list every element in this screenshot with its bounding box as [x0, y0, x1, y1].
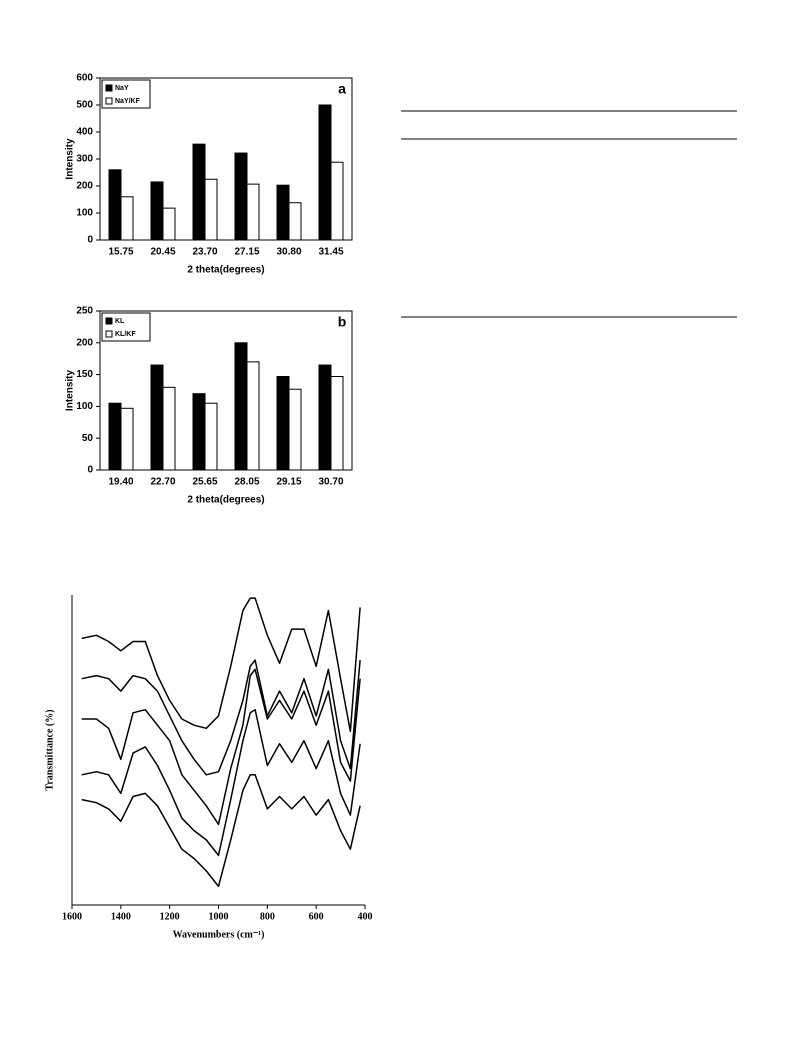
bar — [120, 407, 134, 471]
x-tick-label: 1000 — [209, 911, 229, 922]
x-tick-label: 1600 — [62, 911, 82, 922]
spectrum-line — [81, 668, 361, 826]
legend-swatch — [105, 97, 113, 105]
x-tick-label: 29.15 — [276, 477, 301, 488]
y-tick-label: 600 — [76, 73, 93, 84]
x-tick-label: 800 — [260, 911, 275, 922]
y-tick-label: 250 — [76, 306, 93, 317]
y-tick-label: 100 — [76, 208, 93, 219]
x-tick-label: 30.70 — [318, 477, 343, 488]
legend-label: NaY — [115, 85, 129, 92]
legend-label: NaY/KF — [115, 98, 141, 105]
bar — [330, 161, 344, 241]
bar — [162, 386, 176, 471]
x-tick-label: 15.75 — [108, 247, 133, 258]
bar — [318, 364, 332, 471]
bar — [108, 402, 122, 471]
panel-label: b — [338, 314, 347, 330]
bar — [246, 183, 260, 241]
plot-frame — [99, 310, 353, 471]
x-tick-label: 31.45 — [318, 247, 343, 258]
x-tick-label: 400 — [358, 911, 373, 922]
bar — [192, 143, 206, 241]
legend-swatch — [105, 330, 113, 338]
bar — [288, 202, 302, 241]
x-tick-label: 1200 — [160, 911, 180, 922]
x-tick-label: 30.80 — [276, 247, 301, 258]
x-axis-label: Wavenumbers (cm⁻¹) — [173, 929, 265, 940]
x-axis-label: 2 theta(degrees) — [187, 265, 264, 276]
y-axis-label: Intensity — [65, 370, 76, 412]
bar — [234, 342, 248, 471]
y-tick-label: 200 — [76, 337, 93, 348]
x-tick-label: 22.70 — [150, 477, 175, 488]
x-tick-label: 600 — [309, 911, 324, 922]
legend-label: KL — [115, 318, 125, 325]
x-tick-label: 23.70 — [192, 247, 217, 258]
spectrum-line — [81, 659, 361, 776]
bar — [204, 178, 218, 241]
x-tick-label: 19.40 — [108, 477, 133, 488]
x-tick-label: 20.45 — [150, 247, 175, 258]
x-tick-label: 1400 — [111, 911, 131, 922]
bar — [150, 364, 164, 471]
bar — [192, 393, 206, 471]
y-tick-label: 200 — [76, 181, 93, 192]
spectrum-line — [81, 774, 361, 888]
bar — [120, 196, 134, 241]
bar — [276, 184, 290, 241]
legend-swatch — [105, 317, 113, 325]
bar — [330, 376, 344, 471]
legend-label: KL/KF — [115, 331, 136, 338]
y-tick-label: 400 — [76, 127, 93, 138]
bar — [108, 169, 122, 241]
y-tick-label: 100 — [76, 401, 93, 412]
bar — [276, 376, 290, 471]
bar — [246, 361, 260, 471]
x-tick-label: 27.15 — [234, 247, 259, 258]
legend-swatch — [105, 84, 113, 92]
bar — [234, 152, 248, 241]
y-tick-label: 0 — [87, 465, 93, 476]
bar — [204, 402, 218, 471]
y-axis-label: Transmittance (%) — [44, 709, 55, 790]
y-tick-label: 500 — [76, 100, 93, 111]
x-axis-label: 2 theta(degrees) — [187, 495, 264, 506]
x-tick-label: 25.65 — [192, 477, 217, 488]
y-tick-label: 0 — [87, 235, 93, 246]
y-tick-label: 150 — [76, 369, 93, 380]
y-axis-label: Intensity — [65, 138, 76, 180]
bar — [162, 207, 176, 241]
x-tick-label: 28.05 — [234, 477, 259, 488]
bar — [150, 181, 164, 241]
bar — [288, 388, 302, 471]
y-tick-label: 50 — [82, 433, 94, 444]
bar — [318, 104, 332, 241]
panel-label: a — [338, 81, 346, 97]
y-tick-label: 300 — [76, 154, 93, 165]
spectrum-line — [81, 597, 361, 733]
spectrum-line — [81, 708, 361, 857]
